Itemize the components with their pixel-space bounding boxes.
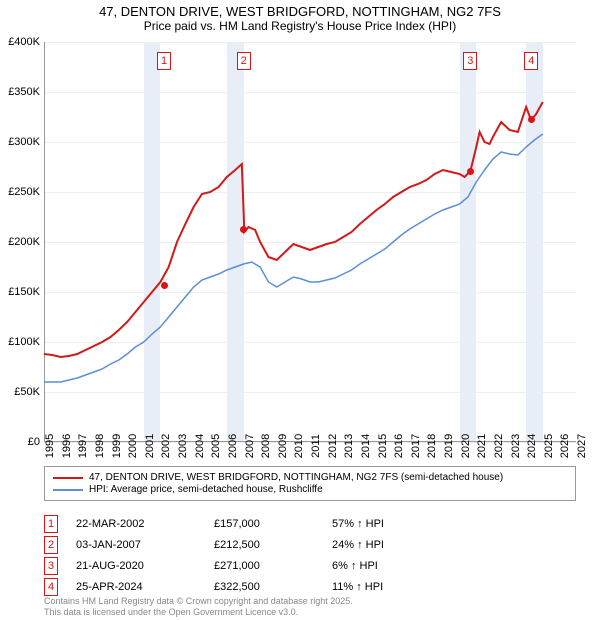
series-price_paid [44,102,543,357]
sale-row-date: 03-JAN-2007 [76,539,196,551]
x-tick-label: 2005 [210,434,222,458]
y-tick-label: £200K [0,236,40,248]
sale-row-date: 25-APR-2024 [76,581,196,593]
y-tick-label: £350K [0,86,40,98]
sale-marker-dot [528,116,535,123]
x-tick-label: 2016 [393,434,405,458]
x-tick-label: 2020 [460,434,472,458]
x-tick-label: 2022 [493,434,505,458]
sale-marker-label: 4 [524,52,538,70]
sale-row-marker: 3 [44,557,58,575]
x-tick-label: 2002 [160,434,172,458]
x-tick-label: 2014 [360,434,372,458]
sale-marker-label: 3 [463,52,477,70]
footer-line-2: This data is licensed under the Open Gov… [44,607,576,618]
x-tick-label: 2001 [144,434,156,458]
sale-row: 4 25-APR-2024 £322,500 11% ↑ HPI [44,578,576,596]
x-tick-label: 2003 [177,434,189,458]
footer-line-1: Contains HM Land Registry data © Crown c… [44,596,576,607]
sale-row-pct: 24% ↑ HPI [332,539,432,551]
sale-row-date: 21-AUG-2020 [76,560,196,572]
legend-swatch-0 [53,477,83,479]
sale-row: 2 03-JAN-2007 £212,500 24% ↑ HPI [44,536,576,554]
legend-label-0: 47, DENTON DRIVE, WEST BRIDGFORD, NOTTIN… [89,472,503,483]
y-tick-label: £100K [0,336,40,348]
x-tick-label: 2025 [543,434,555,458]
y-tick-label: £250K [0,186,40,198]
x-tick-label: 2017 [410,434,422,458]
x-tick-label: 1999 [111,434,123,458]
legend-label-1: HPI: Average price, semi-detached house,… [89,484,323,495]
legend-swatch-1 [53,489,83,491]
sale-row-date: 22-MAR-2002 [76,518,196,530]
x-tick-label: 2019 [443,434,455,458]
y-tick-label: £400K [0,36,40,48]
y-tick-label: £50K [0,386,40,398]
sale-row-price: £271,000 [214,560,314,572]
x-tick-label: 2021 [476,434,488,458]
sale-marker-label: 1 [157,52,171,70]
x-tick-label: 1995 [44,434,56,458]
x-tick-label: 2027 [576,434,588,458]
x-tick-label: 2009 [277,434,289,458]
x-tick-label: 2011 [310,434,322,458]
sale-row-price: £157,000 [214,518,314,530]
y-tick-label: £0 [0,436,40,448]
sale-row-price: £212,500 [214,539,314,551]
x-tick-label: 1997 [77,434,89,458]
x-tick-label: 2023 [510,434,522,458]
x-tick-label: 2006 [227,434,239,458]
sale-row-marker: 2 [44,536,58,554]
sale-row-pct: 57% ↑ HPI [332,518,432,530]
x-tick-label: 2007 [244,434,256,458]
chart-title: 47, DENTON DRIVE, WEST BRIDGFORD, NOTTIN… [0,0,600,19]
sale-marker-label: 2 [237,52,251,70]
sale-row: 3 21-AUG-2020 £271,000 6% ↑ HPI [44,557,576,575]
y-tick-label: £300K [0,136,40,148]
sale-row-marker: 1 [44,515,58,533]
sale-row-price: £322,500 [214,581,314,593]
sale-marker-dot [161,282,168,289]
x-tick-label: 2000 [127,434,139,458]
x-tick-label: 1998 [94,434,106,458]
sale-row: 1 22-MAR-2002 £157,000 57% ↑ HPI [44,515,576,533]
x-tick-label: 2018 [426,434,438,458]
footer: Contains HM Land Registry data © Crown c… [44,596,576,618]
sale-table: 1 22-MAR-2002 £157,000 57% ↑ HPI 2 03-JAN-200… [44,512,576,599]
x-tick-label: 1996 [61,434,73,458]
legend: 47, DENTON DRIVE, WEST BRIDGFORD, NOTTIN… [44,466,576,501]
x-tick-label: 2004 [194,434,206,458]
x-tick-label: 2012 [327,434,339,458]
y-tick-label: £150K [0,286,40,298]
sale-row-marker: 4 [44,578,58,596]
x-tick-label: 2008 [260,434,272,458]
sale-row-pct: 11% ↑ HPI [332,581,432,593]
x-tick-label: 2013 [343,434,355,458]
x-tick-label: 2024 [526,434,538,458]
x-tick-label: 2026 [559,434,571,458]
chart-subtitle: Price paid vs. HM Land Registry's House … [0,19,600,33]
sale-marker-dot [467,168,474,175]
x-tick-label: 2015 [377,434,389,458]
sale-row-pct: 6% ↑ HPI [332,560,432,572]
x-tick-label: 2010 [293,434,305,458]
